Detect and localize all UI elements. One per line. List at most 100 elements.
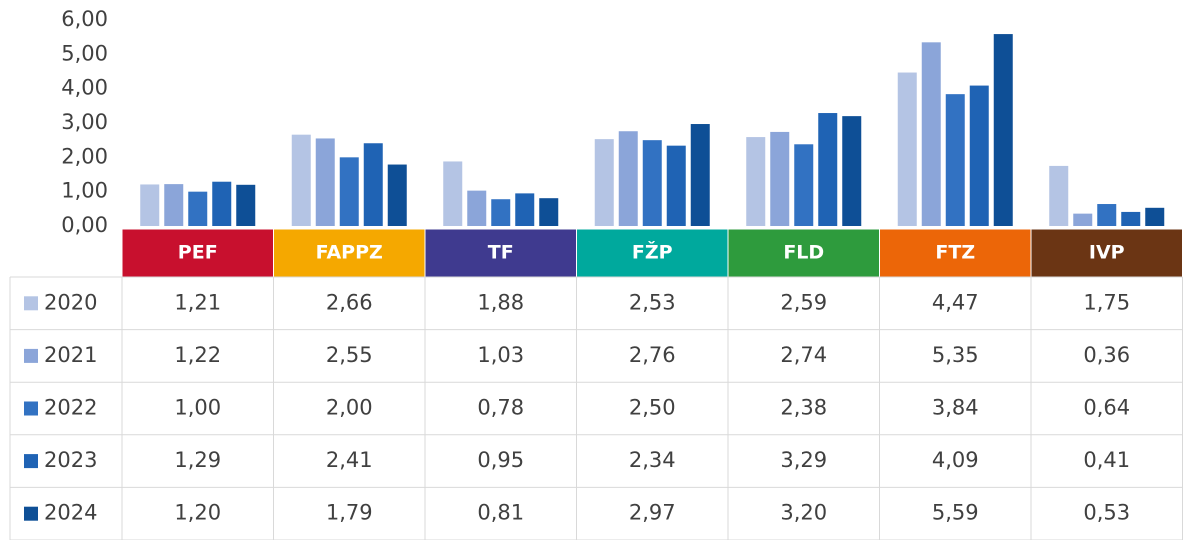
bar [921, 42, 941, 226]
bar [467, 190, 487, 226]
table-cell: 5,35 [932, 343, 979, 367]
table-cell: 2,38 [780, 396, 827, 420]
table-cell: 0,41 [1083, 448, 1130, 472]
legend-swatch [24, 401, 38, 416]
table-cell: 2,97 [629, 501, 676, 525]
y-tick-label: 2,00 [61, 144, 108, 168]
category-header [727, 228, 880, 278]
bar [212, 181, 232, 226]
table-cell: 2,74 [780, 343, 827, 367]
bar [1073, 213, 1093, 226]
y-tick-label: 6,00 [61, 7, 108, 31]
table-cell: 1,88 [477, 290, 524, 314]
bar [443, 161, 463, 226]
legend-swatch [24, 506, 38, 521]
bar [690, 124, 710, 226]
table-cell: 3,29 [780, 448, 827, 472]
bar [969, 85, 989, 227]
table-cell: 1,75 [1083, 290, 1130, 314]
bar [1049, 165, 1069, 226]
bar [363, 143, 383, 226]
legend-label: 2021 [44, 343, 97, 367]
category-label: PEF [178, 242, 218, 264]
y-tick-label: 4,00 [61, 76, 108, 100]
category-header [424, 228, 577, 278]
bar [618, 131, 638, 226]
bar [539, 198, 559, 226]
bar [291, 134, 311, 226]
table-cell: 3,84 [932, 396, 979, 420]
legend-swatch [24, 296, 38, 311]
bar [642, 140, 662, 226]
bar [188, 191, 208, 226]
category-header [121, 228, 274, 278]
category-label: TF [488, 242, 514, 264]
y-tick-label: 0,00 [61, 213, 108, 237]
table-cell: 1,22 [174, 343, 221, 367]
bar [315, 138, 335, 226]
bar [746, 137, 766, 226]
bar [339, 157, 359, 226]
category-header [273, 228, 426, 278]
table-cell: 0,81 [477, 501, 524, 525]
legend-swatch [24, 348, 38, 363]
bar [1121, 211, 1141, 226]
table-cell: 1,21 [174, 290, 221, 314]
table-cell: 5,59 [932, 501, 979, 525]
table-cell: 2,55 [326, 343, 373, 367]
table-cell: 2,66 [326, 290, 373, 314]
table-cell: 3,20 [780, 501, 827, 525]
bar [993, 34, 1013, 227]
table-cell: 1,03 [477, 343, 524, 367]
bar [1097, 204, 1117, 226]
bar [164, 184, 184, 226]
bar [897, 72, 917, 226]
table-cell: 4,47 [932, 290, 979, 314]
category-label: IVP [1089, 242, 1125, 264]
category-label: FLD [783, 242, 824, 264]
table-cell: 2,34 [629, 448, 676, 472]
bar [666, 145, 686, 226]
legend-label: 2024 [44, 501, 97, 525]
table-cell: 2,00 [326, 396, 373, 420]
bar [818, 113, 838, 226]
table-cell: 0,78 [477, 396, 524, 420]
bar [842, 116, 862, 226]
legend-label: 2023 [44, 448, 97, 472]
table-cell: 2,53 [629, 290, 676, 314]
bar [236, 184, 256, 226]
bar [1145, 207, 1165, 226]
bar [945, 94, 965, 226]
table-cell: 2,41 [326, 448, 373, 472]
legend-label: 2022 [44, 396, 97, 420]
table-cell: 0,95 [477, 448, 524, 472]
category-header [879, 228, 1032, 278]
table-cell: 2,59 [780, 290, 827, 314]
category-label: FTZ [935, 242, 975, 264]
legend-swatch [24, 454, 38, 469]
bar [594, 139, 614, 226]
table-cell: 4,09 [932, 448, 979, 472]
table-cell: 1,79 [326, 501, 373, 525]
bar [770, 131, 790, 226]
category-header [576, 228, 729, 278]
bar [794, 144, 814, 226]
table-cell: 1,20 [174, 501, 221, 525]
table-cell: 2,50 [629, 396, 676, 420]
table-cell: 1,29 [174, 448, 221, 472]
table-cell: 0,53 [1083, 501, 1130, 525]
y-tick-label: 5,00 [61, 41, 108, 65]
bar [491, 199, 511, 226]
category-label: FŽP [632, 241, 673, 264]
legend-label: 2020 [44, 290, 97, 314]
table-cell: 0,36 [1083, 343, 1130, 367]
table-cell: 2,76 [629, 343, 676, 367]
bar [140, 184, 160, 226]
bar [387, 164, 407, 226]
y-tick-label: 3,00 [61, 110, 108, 134]
y-tick-label: 1,00 [61, 179, 108, 203]
table-cell: 0,64 [1083, 396, 1130, 420]
bar [515, 193, 535, 226]
table-cell: 1,00 [174, 396, 221, 420]
